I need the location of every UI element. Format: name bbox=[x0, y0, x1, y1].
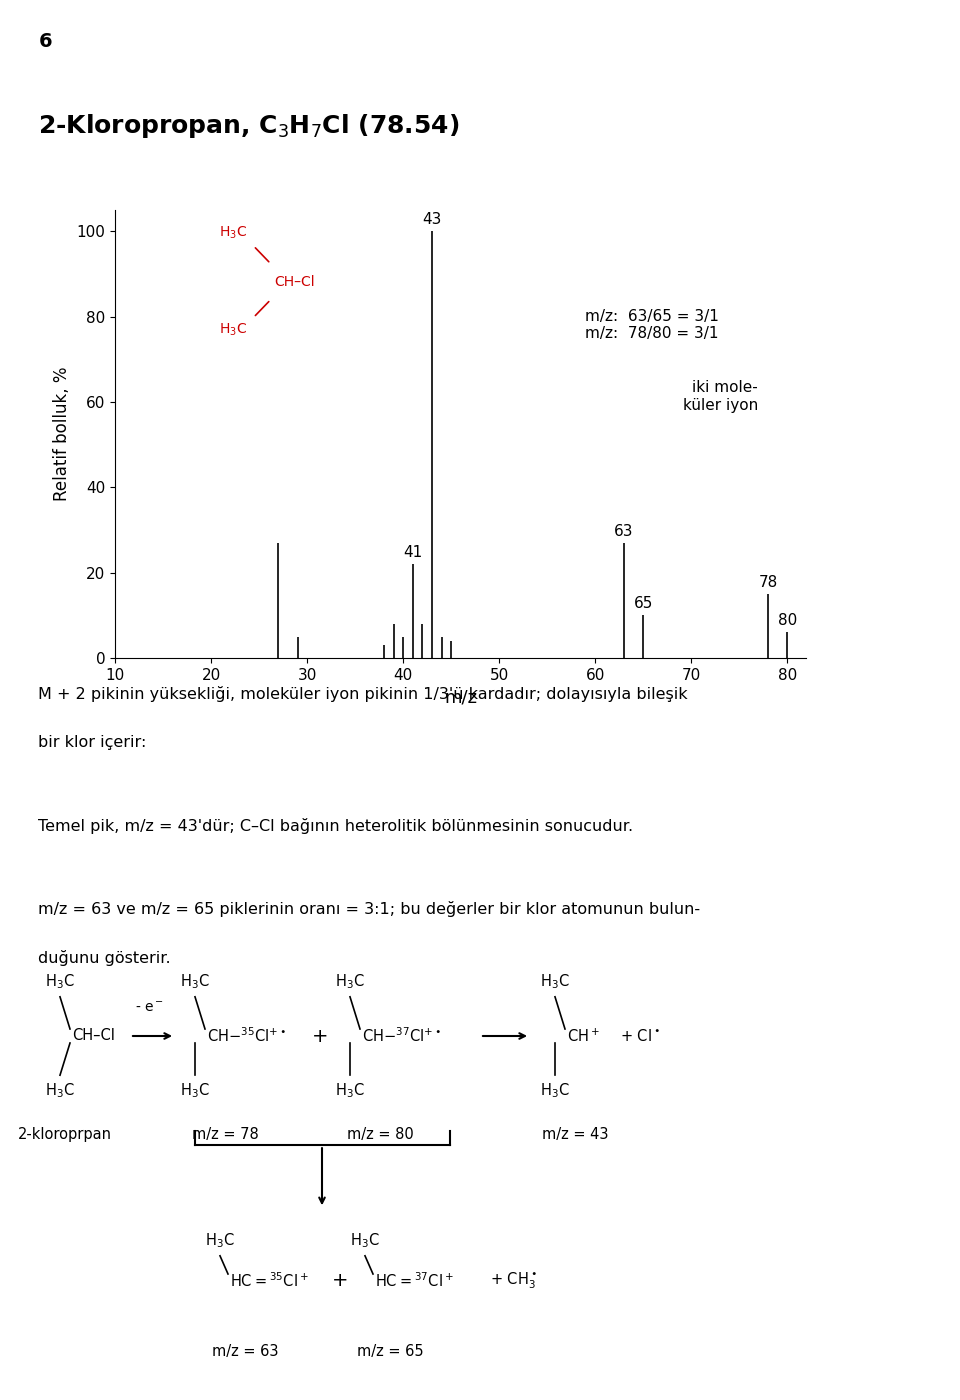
Text: CH$^+$: CH$^+$ bbox=[567, 1028, 600, 1044]
Text: H$_3$C: H$_3$C bbox=[219, 322, 247, 339]
Text: duğunu gösterir.: duğunu gösterir. bbox=[38, 951, 171, 966]
Text: bir klor içerir:: bir klor içerir: bbox=[38, 735, 147, 750]
Text: HC$=^{35}$Cl$^+$: HC$=^{35}$Cl$^+$ bbox=[230, 1271, 309, 1291]
Text: 65: 65 bbox=[634, 596, 653, 610]
Text: iki mole-
küler iyon: iki mole- küler iyon bbox=[683, 381, 758, 413]
Text: H$_3$C: H$_3$C bbox=[205, 1232, 235, 1250]
Text: 63: 63 bbox=[614, 524, 634, 539]
Text: 80: 80 bbox=[778, 613, 797, 629]
Text: 41: 41 bbox=[403, 545, 422, 560]
Text: H$_3$C: H$_3$C bbox=[540, 973, 570, 991]
Text: m/z = 43: m/z = 43 bbox=[541, 1127, 609, 1142]
Text: m/z = 80: m/z = 80 bbox=[347, 1127, 414, 1142]
Text: H$_3$C: H$_3$C bbox=[219, 225, 247, 241]
Text: H$_3$C: H$_3$C bbox=[540, 1081, 570, 1099]
X-axis label: m/z: m/z bbox=[444, 689, 477, 706]
Text: HC$=^{37}$Cl$^+$: HC$=^{37}$Cl$^+$ bbox=[375, 1271, 454, 1291]
Text: 2-kloroprpan: 2-kloroprpan bbox=[18, 1127, 112, 1142]
Text: m/z = 65: m/z = 65 bbox=[357, 1344, 423, 1359]
Y-axis label: Relatif bolluk, %: Relatif bolluk, % bbox=[53, 367, 71, 501]
Text: H$_3$C: H$_3$C bbox=[45, 1081, 75, 1099]
Text: +: + bbox=[332, 1271, 348, 1291]
Text: m/z:  63/65 = 3/1
m/z:  78/80 = 3/1: m/z: 63/65 = 3/1 m/z: 78/80 = 3/1 bbox=[586, 308, 719, 342]
Text: H$_3$C: H$_3$C bbox=[335, 973, 365, 991]
Text: + CH$_3^\bullet$: + CH$_3^\bullet$ bbox=[490, 1271, 537, 1291]
Text: CH$-^{35}$Cl$^{+\bullet}$: CH$-^{35}$Cl$^{+\bullet}$ bbox=[207, 1026, 286, 1046]
Text: Temel pik, m/z = 43'dür; C–Cl bağının heterolitik bölünmesinin sonucudur.: Temel pik, m/z = 43'dür; C–Cl bağının he… bbox=[38, 818, 634, 834]
Text: H$_3$C: H$_3$C bbox=[180, 1081, 210, 1099]
Text: 43: 43 bbox=[422, 211, 442, 227]
Text: m/z = 78: m/z = 78 bbox=[192, 1127, 258, 1142]
Text: m/z = 63 ve m/z = 65 piklerinin oranı = 3:1; bu değerler bir klor atomunun bulun: m/z = 63 ve m/z = 65 piklerinin oranı = … bbox=[38, 902, 701, 917]
Text: H$_3$C: H$_3$C bbox=[350, 1232, 380, 1250]
Text: H$_3$C: H$_3$C bbox=[45, 973, 75, 991]
Text: +: + bbox=[312, 1026, 328, 1046]
Text: m/z = 63: m/z = 63 bbox=[212, 1344, 278, 1359]
Text: 2-Kloropropan, C$_3$H$_7$Cl (78.54): 2-Kloropropan, C$_3$H$_7$Cl (78.54) bbox=[38, 112, 460, 140]
Text: H$_3$C: H$_3$C bbox=[335, 1081, 365, 1099]
Text: - e$^-$: - e$^-$ bbox=[135, 1001, 164, 1015]
Text: CH–Cl: CH–Cl bbox=[275, 274, 315, 288]
Text: + Cl$^\bullet$: + Cl$^\bullet$ bbox=[620, 1028, 660, 1044]
Text: H$_3$C: H$_3$C bbox=[180, 973, 210, 991]
Text: 6: 6 bbox=[38, 32, 52, 52]
Text: M + 2 pikinin yüksekliği, moleküler iyon pikinin 1/3'ü kardadır; dolayısıyla bil: M + 2 pikinin yüksekliği, moleküler iyon… bbox=[38, 686, 688, 701]
Text: CH$-^{37}$Cl$^{+\bullet}$: CH$-^{37}$Cl$^{+\bullet}$ bbox=[362, 1026, 441, 1046]
Text: CH–Cl: CH–Cl bbox=[72, 1029, 115, 1043]
Text: 78: 78 bbox=[758, 575, 778, 589]
